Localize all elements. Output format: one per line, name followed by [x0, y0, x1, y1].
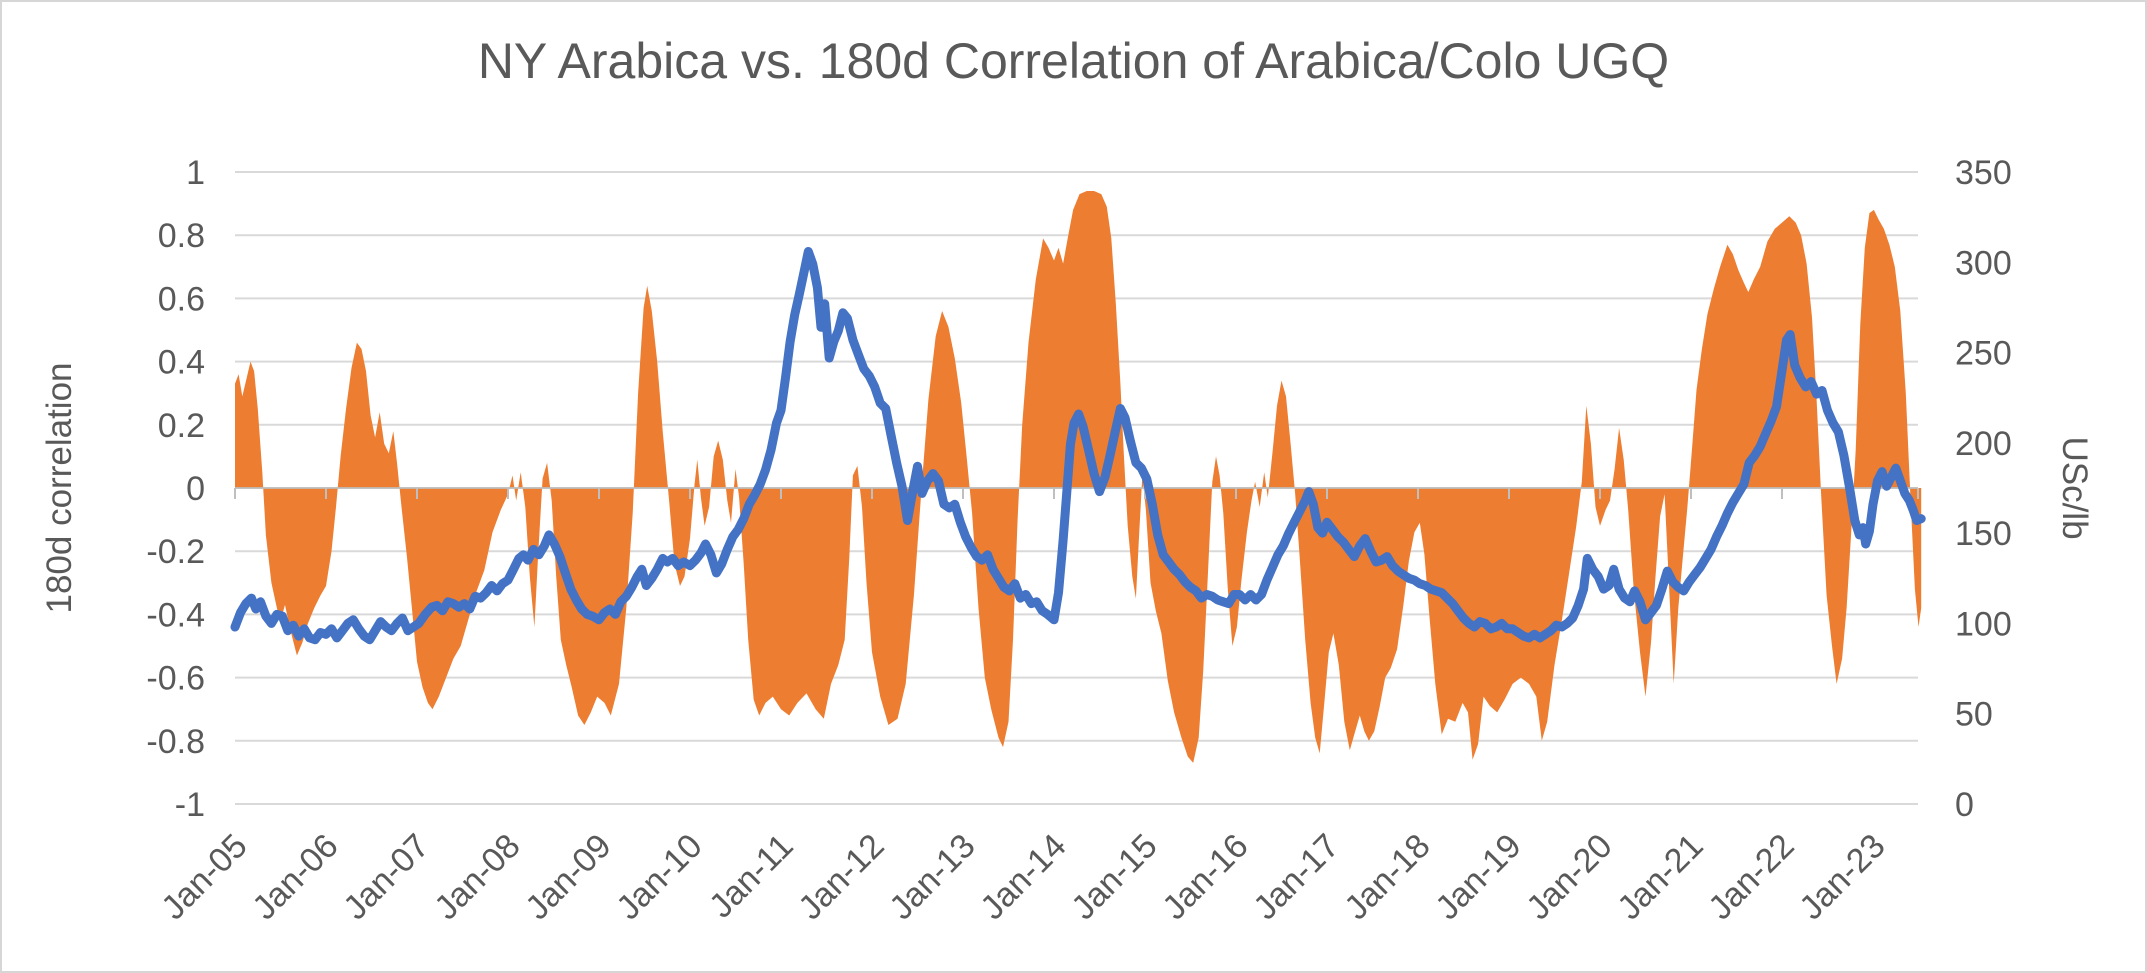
left-axis-tick-label: -0.2: [146, 533, 205, 571]
x-axis-tick-label: Jan-22: [1701, 827, 1801, 927]
left-axis-tick-label: 0.6: [158, 280, 205, 318]
x-axis-tick-label: Jan-18: [1337, 827, 1437, 927]
left-axis-tick-label: 0.4: [158, 344, 205, 382]
x-axis-tick-label: Jan-12: [791, 827, 891, 927]
right-axis-tick-label: 200: [1955, 425, 2012, 463]
x-axis-tick-label: Jan-08: [427, 827, 527, 927]
x-axis-tick-label: Jan-13: [882, 827, 982, 927]
x-axis-tick-label: Jan-09: [518, 827, 618, 927]
x-axis-tick-label: Jan-06: [245, 827, 345, 927]
x-axis-tick-label: Jan-14: [973, 827, 1073, 927]
left-axis-tick-label: 0: [186, 470, 205, 508]
left-axis-tick-label: 0.2: [158, 407, 205, 445]
chart-title: NY Arabica vs. 180d Correlation of Arabi…: [477, 33, 1670, 89]
left-axis-tick-label: -1: [175, 786, 205, 824]
x-axis-tick-label: Jan-19: [1428, 827, 1528, 927]
right-axis-tick-label: 100: [1955, 605, 2012, 643]
right-axis-tick-label: 150: [1955, 515, 2012, 553]
price-line-series: [230, 247, 1926, 645]
right-axis-title: USc/lb: [2055, 436, 2094, 540]
right-axis-tick-label: 0: [1955, 786, 1974, 824]
right-axis-tick-label: 300: [1955, 244, 2012, 282]
x-axis-tick-label: Jan-05: [154, 827, 254, 927]
left-axis-tick-label: -0.8: [146, 723, 205, 761]
right-axis-tick-label: 250: [1955, 335, 2012, 373]
x-axis-tick-label: Jan-20: [1519, 827, 1619, 927]
left-axis-tick-label: 0.8: [158, 217, 205, 255]
right-axis-tick-label: 50: [1955, 696, 1993, 734]
x-axis-tick-label: Jan-21: [1610, 827, 1710, 927]
x-axis-tick-label: Jan-17: [1246, 827, 1346, 927]
x-axis-tick-label: Jan-16: [1155, 827, 1255, 927]
left-axis-tick-label: -0.4: [146, 596, 205, 634]
right-axis-tick-label: 350: [1955, 154, 2012, 192]
x-axis-tick-label: Jan-10: [609, 827, 709, 927]
x-axis-tick-label: Jan-23: [1792, 827, 1892, 927]
left-axis-tick-label: -0.6: [146, 660, 205, 698]
x-axis-tick-label: Jan-07: [336, 827, 436, 927]
x-axis-tick-label: Jan-11: [702, 827, 801, 926]
left-axis-title: 180d correlation: [40, 362, 79, 614]
left-axis-tick-label: 1: [186, 154, 205, 192]
x-axis-tick-label: Jan-15: [1064, 827, 1164, 927]
